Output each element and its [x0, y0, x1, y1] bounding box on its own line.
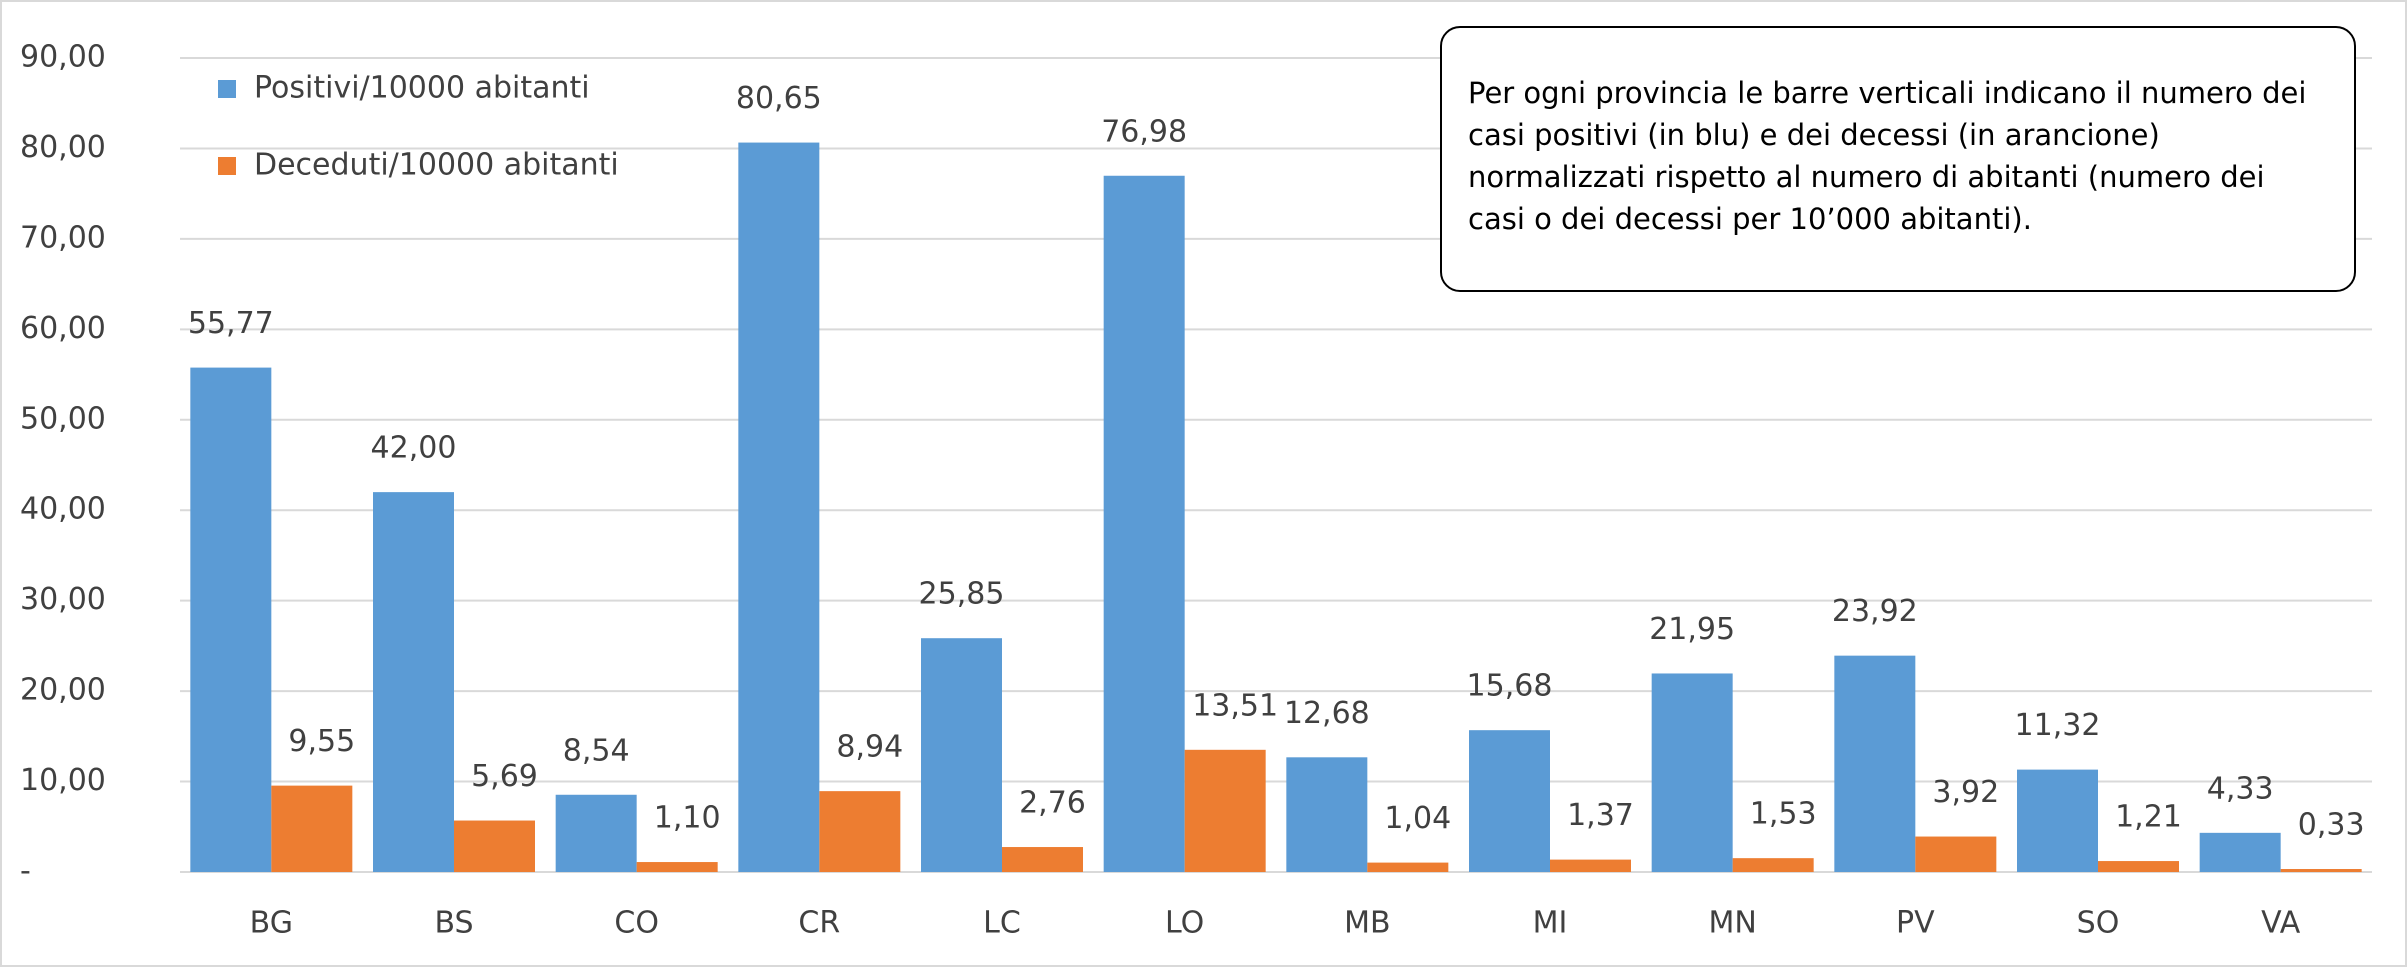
y-tick-label: 60,00 — [20, 311, 106, 346]
y-tick-label: 30,00 — [20, 582, 106, 617]
bar — [738, 142, 820, 872]
value-label: 1,04 — [1384, 801, 1451, 836]
value-label: 1,37 — [1567, 798, 1634, 833]
bar — [1469, 730, 1550, 872]
value-label: 5,69 — [471, 759, 538, 794]
legend-swatch — [218, 157, 236, 175]
y-tick-label: - — [20, 854, 31, 889]
legend-label: Positivi/10000 abitanti — [254, 71, 590, 106]
value-label: 11,32 — [2015, 708, 2101, 743]
x-tick-label: CR — [798, 906, 840, 941]
bar — [1651, 673, 1733, 872]
x-tick-label: VA — [2261, 906, 2301, 941]
value-label: 0,33 — [2298, 808, 2365, 843]
value-label: 13,51 — [1192, 688, 1278, 723]
bar — [454, 820, 535, 872]
y-tick-label: 10,00 — [20, 763, 106, 798]
bar — [921, 638, 1002, 872]
bar — [2199, 832, 2281, 872]
x-tick-label: LO — [1165, 906, 1204, 941]
value-label: 1,53 — [1750, 797, 1817, 832]
x-tick-label: BG — [250, 906, 293, 941]
value-label: 8,94 — [836, 730, 903, 765]
bar — [1286, 757, 1368, 872]
y-tick-label: 40,00 — [20, 492, 106, 527]
value-label: 4,33 — [2207, 771, 2274, 806]
bar — [1550, 859, 1631, 872]
bar — [190, 367, 272, 872]
value-label: 8,54 — [563, 733, 630, 768]
x-tick-label: MN — [1709, 906, 1757, 941]
bar — [1834, 655, 1916, 872]
x-tick-label: CO — [614, 906, 659, 941]
value-label: 55,77 — [188, 306, 274, 341]
bar — [2017, 769, 2098, 872]
bar — [1732, 858, 1814, 872]
bar — [819, 791, 901, 872]
value-label: 12,68 — [1284, 696, 1370, 731]
value-label: 1,21 — [2115, 800, 2182, 835]
value-label: 9,55 — [288, 724, 355, 759]
value-label: 80,65 — [736, 81, 822, 116]
legend-swatch — [218, 80, 236, 98]
y-tick-label: 70,00 — [20, 220, 106, 255]
value-label: 2,76 — [1019, 786, 1086, 821]
bar — [1103, 175, 1185, 872]
bar — [373, 492, 454, 872]
x-tick-label: LC — [983, 906, 1021, 941]
bar — [1002, 847, 1083, 872]
value-label: 76,98 — [1101, 114, 1187, 149]
bar — [2280, 869, 2362, 872]
value-label: 1,10 — [654, 801, 721, 836]
x-tick-label: BS — [434, 906, 473, 941]
x-tick-label: MB — [1344, 906, 1390, 941]
value-label: 3,92 — [1932, 775, 1999, 810]
y-tick-label: 80,00 — [20, 130, 106, 165]
y-tick-label: 50,00 — [20, 401, 106, 436]
x-tick-label: SO — [2077, 906, 2120, 941]
annotation: Per ogni provincia le barre verticali in… — [1440, 26, 2356, 292]
bar — [1915, 836, 1997, 872]
y-tick-label: 90,00 — [20, 40, 106, 75]
legend-label: Deceduti/10000 abitanti — [254, 148, 619, 183]
bar — [271, 785, 353, 872]
bar — [2098, 861, 2179, 872]
value-label: 23,92 — [1832, 594, 1918, 629]
value-label: 15,68 — [1467, 669, 1553, 704]
x-tick-label: PV — [1896, 906, 1935, 941]
bar — [1184, 749, 1266, 872]
y-tick-label: 20,00 — [20, 673, 106, 708]
value-label: 25,85 — [919, 577, 1005, 612]
x-tick-label: MI — [1533, 906, 1568, 941]
value-label: 21,95 — [1649, 612, 1735, 647]
bar — [636, 862, 718, 872]
bar — [1367, 862, 1449, 872]
bar — [555, 794, 637, 872]
value-label: 42,00 — [371, 431, 457, 466]
